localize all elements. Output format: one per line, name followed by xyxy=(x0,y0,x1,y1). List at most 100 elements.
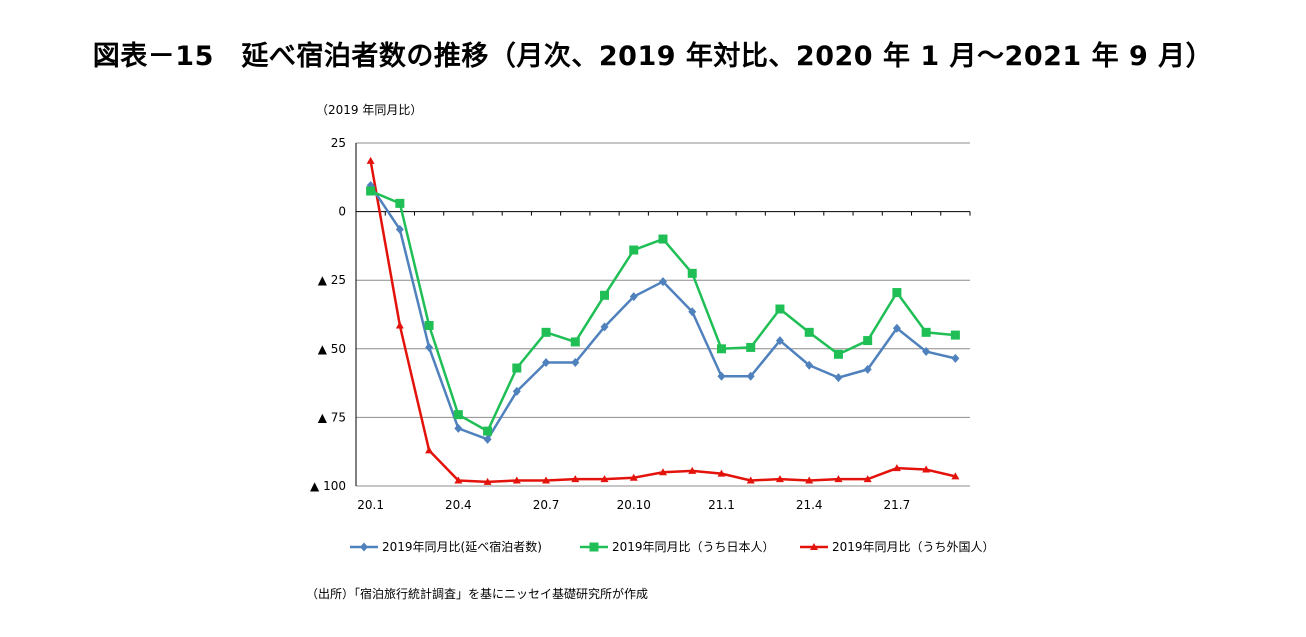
data-point xyxy=(804,327,814,337)
data-point xyxy=(366,156,375,164)
x-tick-label: 20.10 xyxy=(617,498,651,512)
series-triangle xyxy=(366,156,960,485)
data-point xyxy=(512,386,521,396)
y-tick-label: ▲ 50 xyxy=(318,342,346,356)
series-square xyxy=(366,186,960,436)
y-tick-label: ▲ 25 xyxy=(318,273,346,287)
data-point xyxy=(571,475,580,483)
chart-title: 図表－15 延べ宿泊者数の推移（月次、2019 年対比、2020 年 1 月～2… xyxy=(92,41,1214,72)
series-line xyxy=(369,184,956,441)
data-point xyxy=(600,290,610,300)
data-point xyxy=(366,186,376,196)
data-point xyxy=(717,371,726,381)
data-point xyxy=(425,342,434,352)
data-point xyxy=(483,426,493,436)
x-tick-label: 21.1 xyxy=(708,498,735,512)
data-point xyxy=(892,323,901,333)
legend-label: 2019年同月比（うち外国人） xyxy=(832,540,995,554)
data-point xyxy=(863,364,872,374)
data-point xyxy=(424,320,434,330)
data-point xyxy=(834,475,843,483)
data-point xyxy=(483,434,492,444)
data-point xyxy=(542,476,551,484)
data-point xyxy=(629,473,638,481)
data-point xyxy=(360,542,368,552)
data-point xyxy=(425,446,434,454)
data-point xyxy=(833,349,843,359)
data-point xyxy=(687,268,697,278)
data-point xyxy=(892,464,901,472)
data-point xyxy=(600,475,609,483)
data-point xyxy=(746,371,755,381)
legend-item: 2019年同月比（うち日本人） xyxy=(580,540,775,554)
legend-item: 2019年同月比(延べ宿泊者数) xyxy=(350,539,542,554)
data-point xyxy=(629,245,639,255)
series-group xyxy=(366,156,960,485)
x-tick-label: 20.4 xyxy=(445,498,472,512)
data-point xyxy=(542,358,551,368)
x-tick-label: 20.1 xyxy=(357,498,384,512)
data-point xyxy=(589,542,599,552)
data-point xyxy=(454,423,463,433)
source-note: （出所）「宿泊旅行統計調査」を基にニッセイ基礎研究所が作成 xyxy=(306,587,649,601)
data-point xyxy=(600,322,609,332)
data-point xyxy=(951,472,960,480)
data-point xyxy=(454,476,463,484)
series-line xyxy=(369,160,956,484)
data-point xyxy=(810,543,818,550)
data-point xyxy=(717,469,726,477)
data-point xyxy=(453,410,463,420)
data-point xyxy=(483,477,492,485)
x-tick-labels: 20.1 20.4 20.7 20.10 21.1 21.4 21.7 xyxy=(357,498,910,512)
legend-item: 2019年同月比（うち外国人） xyxy=(800,540,995,554)
y-tick-label: 25 xyxy=(331,136,346,150)
data-point xyxy=(395,198,405,208)
y-tick-label: ▲ 100 xyxy=(310,479,346,493)
data-point xyxy=(659,277,667,287)
series-line xyxy=(370,189,956,433)
y-axis-unit-label: （2019 年同月比） xyxy=(316,103,423,117)
gridlines xyxy=(356,142,970,487)
data-point xyxy=(395,321,404,329)
legend-label: 2019年同月比(延べ宿泊者数) xyxy=(382,539,542,554)
data-point xyxy=(659,468,667,476)
data-point xyxy=(688,307,697,317)
y-tick-labels: 25 0 ▲ 25 ▲ 50 ▲ 75 ▲ 100 xyxy=(310,136,346,493)
data-point xyxy=(570,337,580,347)
data-point xyxy=(921,327,931,337)
data-point xyxy=(512,363,522,373)
data-point xyxy=(658,234,668,244)
x-tick-label: 21.4 xyxy=(796,498,823,512)
x-tick-label: 21.7 xyxy=(884,498,911,512)
axes xyxy=(355,143,971,486)
y-tick-label: 0 xyxy=(338,205,346,219)
x-tick-label: 20.7 xyxy=(533,498,560,512)
data-point xyxy=(571,358,580,368)
data-point xyxy=(716,344,726,354)
data-point xyxy=(805,360,814,370)
data-point xyxy=(775,475,784,483)
data-point xyxy=(922,347,931,357)
legend-label: 2019年同月比（うち日本人） xyxy=(612,540,775,554)
data-point xyxy=(892,288,902,298)
data-point xyxy=(922,465,931,473)
data-point xyxy=(541,327,551,337)
data-point xyxy=(512,476,521,484)
data-point xyxy=(863,336,873,346)
data-point xyxy=(395,224,404,234)
data-point xyxy=(775,336,784,346)
data-point xyxy=(775,304,785,314)
data-point xyxy=(688,466,697,474)
data-point xyxy=(805,476,814,484)
data-point xyxy=(951,353,960,363)
data-point xyxy=(950,330,960,340)
data-point xyxy=(746,342,756,352)
data-point xyxy=(746,476,755,484)
data-point xyxy=(863,475,872,483)
data-point xyxy=(834,373,843,383)
y-tick-label: ▲ 75 xyxy=(318,410,346,424)
legend: 2019年同月比(延べ宿泊者数) 2019年同月比（うち日本人） 2019年同月比（… xyxy=(350,539,995,554)
series-diamond xyxy=(366,181,960,444)
data-point xyxy=(629,292,638,302)
